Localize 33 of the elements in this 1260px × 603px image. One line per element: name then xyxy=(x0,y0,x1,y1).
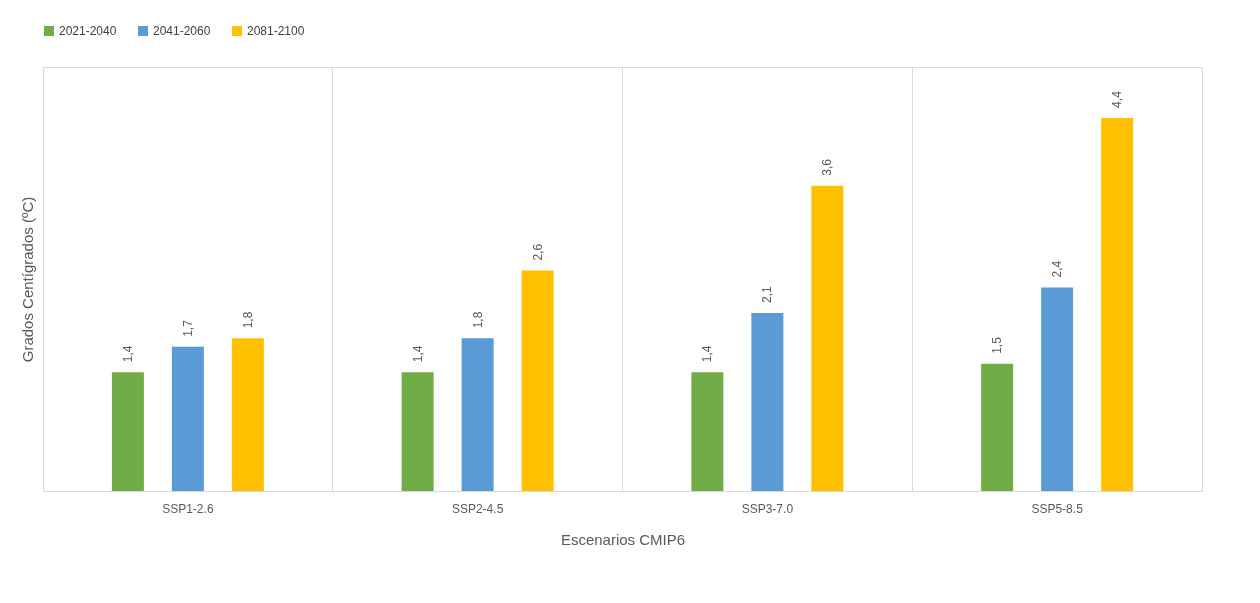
data-label: 1,4 xyxy=(700,345,715,363)
data-label: 1,5 xyxy=(990,336,1005,354)
bar xyxy=(521,270,554,491)
legend-label: 2081-2100 xyxy=(247,24,305,38)
bar xyxy=(811,185,844,491)
x-tick-label: SSP5-8.5 xyxy=(1031,501,1084,516)
y-axis-title: Grados Centígrados (ºC) xyxy=(18,196,36,363)
data-label: 1,8 xyxy=(240,311,255,329)
data-label: 1,7 xyxy=(180,319,195,337)
bar xyxy=(981,363,1014,491)
bar xyxy=(231,338,264,491)
legend-label: 2021-2040 xyxy=(59,24,117,38)
data-label: 2,1 xyxy=(760,285,775,303)
bar xyxy=(111,372,144,491)
data-label: 3,6 xyxy=(820,158,835,176)
bar xyxy=(401,372,434,491)
bar xyxy=(691,372,724,491)
x-tick-label: SSP3-7.0 xyxy=(741,501,794,516)
bar xyxy=(751,312,784,491)
x-tick-label: SSP2-4.5 xyxy=(451,501,504,516)
bar xyxy=(461,338,494,491)
bar xyxy=(1101,117,1134,491)
bar xyxy=(1041,287,1074,491)
legend-label: 2041-2060 xyxy=(153,24,211,38)
x-tick-label: SSP1-2.6 xyxy=(162,501,214,516)
data-label: 2,4 xyxy=(1050,260,1065,278)
bar xyxy=(171,346,204,491)
data-label: 1,4 xyxy=(410,345,425,363)
x-axis-title: Escenarios CMIP6 xyxy=(560,530,686,548)
data-label: 1,8 xyxy=(470,311,485,329)
data-label: 4,4 xyxy=(1110,90,1125,108)
data-label: 1,4 xyxy=(120,345,135,363)
data-label: 2,6 xyxy=(530,243,545,261)
